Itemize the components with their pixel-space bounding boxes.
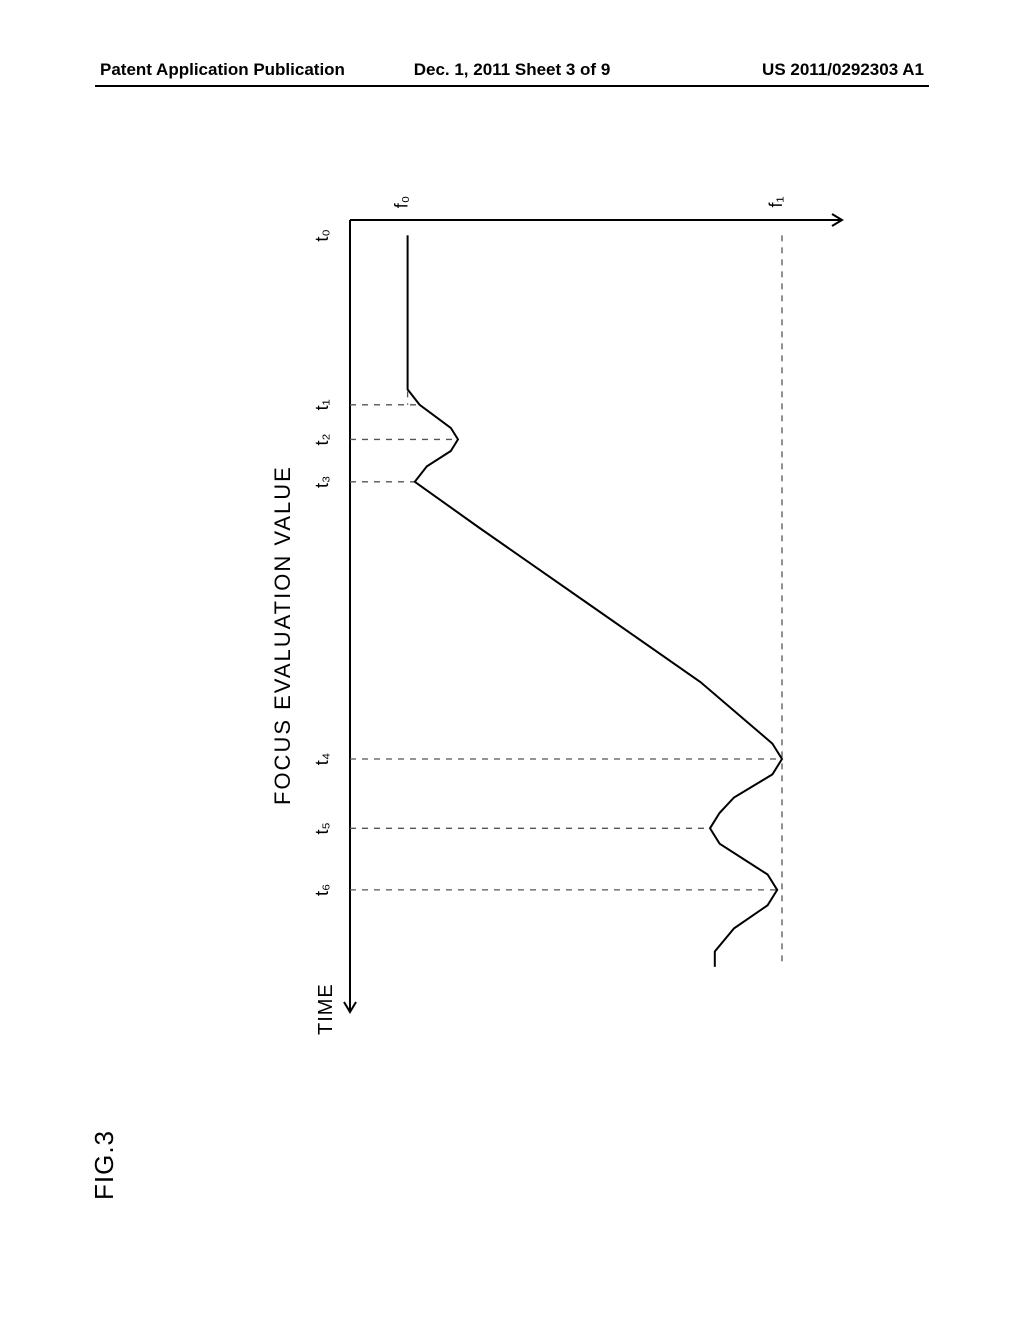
header-right: US 2011/0292303 A1: [762, 60, 924, 80]
header-left: Patent Application Publication: [100, 60, 345, 80]
svg-text:t₆: t₆: [312, 884, 332, 896]
svg-text:t₃: t₃: [312, 476, 332, 488]
chart: f₀ f₁ t₀ t₁ t₂ t₃ t₄ t₅ t₆ TIME: [300, 160, 860, 1060]
svg-text:t₂: t₂: [312, 433, 332, 445]
svg-text:TIME: TIME: [315, 983, 337, 1035]
y-axis-label: FOCUS EVALUATION VALUE: [270, 465, 296, 805]
header-center: Dec. 1, 2011 Sheet 3 of 9: [414, 60, 611, 80]
header-divider: [95, 85, 929, 87]
svg-text:f₀: f₀: [392, 196, 412, 208]
svg-text:f₁: f₁: [766, 196, 786, 207]
svg-text:t₀: t₀: [312, 229, 332, 241]
figure-label: FIG.3: [89, 1130, 120, 1200]
svg-text:t₄: t₄: [312, 753, 332, 765]
svg-text:t₁: t₁: [312, 399, 332, 410]
chart-svg: f₀ f₁ t₀ t₁ t₂ t₃ t₄ t₅ t₆ TIME: [300, 160, 860, 1060]
svg-text:t₅: t₅: [312, 822, 332, 834]
